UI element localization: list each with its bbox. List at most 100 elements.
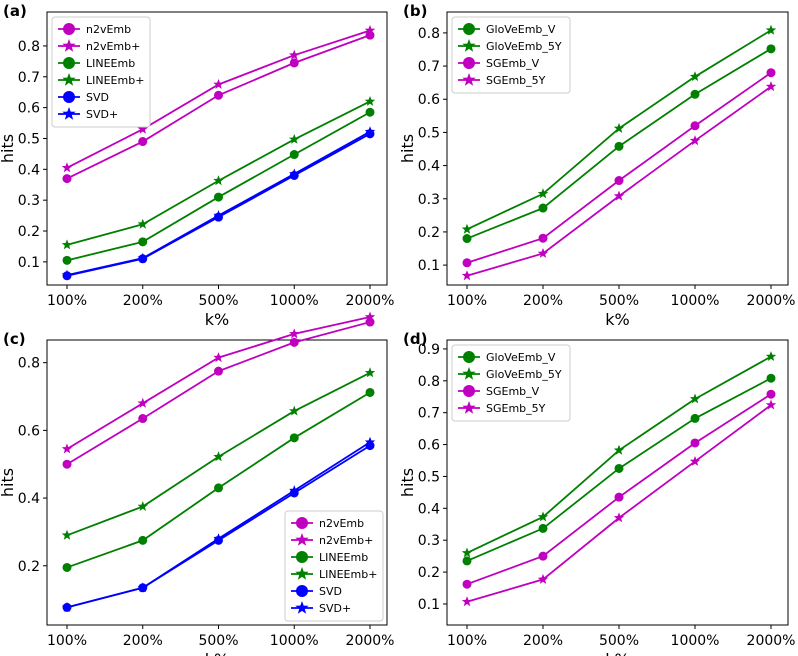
- point-marker: [213, 79, 224, 89]
- point-marker: [766, 389, 776, 399]
- point-marker: [289, 328, 300, 339]
- y-tick-label: 0.6: [18, 423, 40, 439]
- legend-label: SVD+: [86, 108, 118, 121]
- legend: GloVeEmb_V GloVeEmb_5Y SGEmb_V SGEmb_5Y: [451, 344, 571, 422]
- point-marker: [690, 89, 700, 99]
- subplot-d: 100% 200% 500% 1000% 2000% 0.1 0.2 0.3 0.4 0.5 0.6…: [398, 330, 795, 656]
- point-marker: [137, 397, 148, 408]
- legend-label: LINEEmb+: [86, 74, 144, 87]
- axes-frame: [46, 339, 388, 626]
- y-tick-label: 0.3: [18, 193, 40, 209]
- point-marker: [289, 337, 299, 347]
- point-marker: [213, 451, 224, 462]
- legend: n2vEmb n2vEmb+ LINEEmb LINEEmb+ SVD SVD+: [51, 16, 151, 128]
- point-marker: [537, 188, 549, 199]
- legend-box: [284, 510, 384, 622]
- point-marker: [289, 485, 300, 496]
- point-marker: [137, 123, 148, 134]
- point-marker: [613, 444, 625, 455]
- legend: GloVeEmb_V GloVeEmb_5Y SGEmb_V SGEmb_5Y: [451, 16, 571, 94]
- legend-item: LINEEmb: [58, 57, 135, 70]
- legend-item: n2vEmb+: [58, 39, 140, 53]
- y-tick-label: 0.1: [18, 255, 40, 271]
- subplot-c: 100% 200% 500% 1000% 2000% 0.2 0.4 0.6 0.8 k% hits…: [0, 311, 395, 656]
- legend-label: GloVeEmb_V: [486, 351, 556, 364]
- point-marker: [462, 234, 472, 244]
- point-marker: [138, 237, 148, 247]
- point-marker: [613, 190, 625, 201]
- series-SGEmb_5Y: [461, 399, 777, 607]
- series-SVD+: [61, 126, 376, 280]
- legend-label: SVD+: [319, 602, 351, 615]
- legend-item: SVD+: [291, 601, 351, 615]
- point-marker: [765, 351, 777, 361]
- legend-label: LINEEmb+: [319, 568, 377, 581]
- x-tick-label: 1000%: [671, 293, 720, 309]
- series-SVD: [62, 129, 375, 281]
- point-marker: [137, 252, 148, 263]
- point-marker: [365, 387, 375, 397]
- x-axis-label: k%: [605, 650, 629, 656]
- point-marker: [537, 248, 549, 258]
- series-line: [66, 111, 371, 262]
- point-marker: [365, 107, 375, 117]
- point-marker: [614, 176, 624, 186]
- legend-item: n2vEmb+: [291, 533, 373, 547]
- series-n2vEmb+: [61, 311, 376, 454]
- point-marker: [214, 483, 223, 493]
- x-tick-label: 2000%: [346, 633, 395, 649]
- y-tick-label: 0.8: [18, 356, 40, 372]
- axes-frame: [446, 11, 789, 286]
- legend-item: LINEEmb+: [58, 73, 144, 87]
- series-line: [66, 130, 371, 277]
- point-marker: [289, 150, 299, 160]
- point-marker: [289, 49, 300, 60]
- point-marker: [461, 270, 473, 281]
- legend-label: SVD: [319, 585, 342, 598]
- point-marker: [364, 436, 376, 447]
- y-tick-label: 0.1: [418, 258, 440, 274]
- point-marker: [462, 367, 476, 380]
- point-marker: [295, 567, 309, 580]
- y-tick-label: 0.3: [418, 533, 440, 549]
- point-marker: [62, 107, 76, 120]
- series-n2vEmb+: [61, 25, 376, 173]
- point-marker: [213, 175, 224, 186]
- y-tick-label: 0.1: [418, 597, 440, 613]
- point-marker: [137, 582, 148, 593]
- x-tick-label: 1000%: [270, 633, 319, 649]
- point-marker: [61, 162, 73, 173]
- point-marker: [690, 413, 700, 423]
- point-marker: [61, 443, 73, 454]
- point-marker: [462, 579, 472, 589]
- x-tick-label: 200%: [123, 633, 163, 649]
- legend-label: SVD: [86, 91, 109, 104]
- point-marker: [364, 25, 376, 35]
- point-marker: [766, 68, 776, 78]
- legend-box: [451, 16, 571, 94]
- series-GloVeEmb_5Y: [461, 24, 777, 234]
- y-axis-label: hits: [398, 468, 417, 497]
- point-marker: [364, 311, 376, 322]
- point-marker: [364, 367, 376, 378]
- point-marker: [461, 547, 473, 558]
- x-tick-label: 2000%: [747, 293, 796, 309]
- x-axis-label: k%: [205, 650, 229, 656]
- axes-frame: [446, 339, 789, 626]
- legend-box: [51, 16, 151, 128]
- point-marker: [765, 399, 777, 410]
- point-marker: [138, 137, 148, 147]
- legend-label: LINEEmb: [319, 551, 368, 564]
- x-tick-label: 500%: [599, 293, 639, 309]
- series-SGEmb_V: [462, 68, 776, 268]
- x-tick-label: 100%: [447, 293, 487, 309]
- subplot-a: 100% 200% 500% 1000% 2000% 0.1 0.2 0.3 0.4 0.5 0.6…: [0, 2, 394, 329]
- legend-label: n2vEmb: [319, 517, 364, 530]
- y-tick-label: 0.4: [418, 501, 440, 517]
- point-marker: [538, 233, 548, 243]
- point-marker: [214, 192, 223, 202]
- point-marker: [538, 523, 548, 533]
- y-tick-label: 0.2: [418, 225, 440, 241]
- x-axis-label: k%: [205, 310, 229, 329]
- point-marker: [61, 269, 73, 280]
